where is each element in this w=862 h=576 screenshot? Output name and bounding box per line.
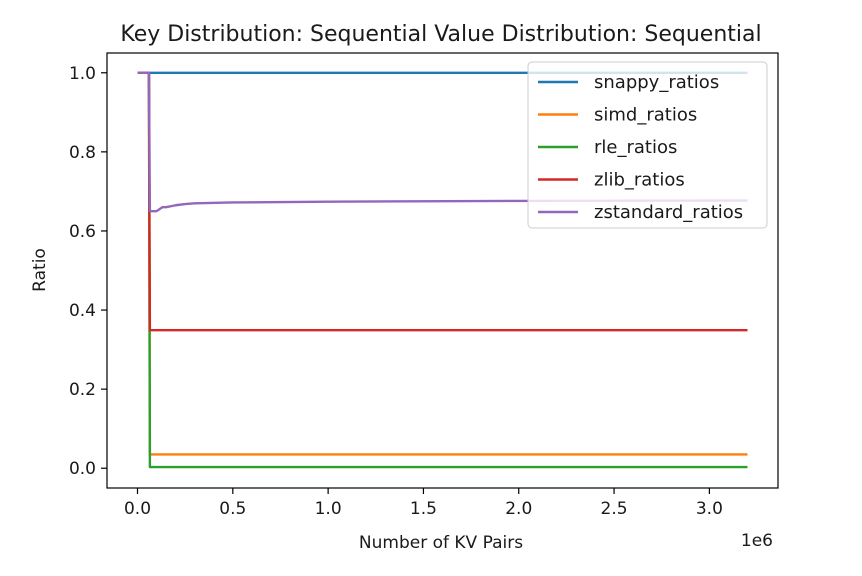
axes-frame: [106, 52, 779, 489]
y-tick-label: 0.4: [69, 301, 96, 321]
x-tick-label: 0.0: [124, 499, 151, 519]
legend-label-zstandard-ratios: zstandard_ratios: [594, 202, 743, 223]
legend-label-simd-ratios: simd_ratios: [594, 105, 697, 126]
legend-label-rle-ratios: rle_ratios: [594, 137, 677, 158]
y-axis-ticks: 0.0 0.2 0.4 0.6 0.8 1.0: [69, 64, 107, 479]
x-tick-label: 0.5: [219, 499, 246, 519]
plot-area: 0.0 0.5 1.0 1.5 2.0 2.5 3.0 0.0 0.2 0.4 0.6 0.8 1.0: [69, 52, 779, 519]
x-tick-label: 1.0: [315, 499, 342, 519]
x-tick-label: 1.5: [410, 499, 437, 519]
y-tick-label: 1.0: [69, 64, 96, 84]
y-axis-label: Ratio: [30, 248, 50, 292]
chart-title: Key Distribution: Sequential Value Distr…: [120, 22, 761, 47]
y-tick-label: 0.6: [69, 222, 96, 242]
legend-label-snappy-ratios: snappy_ratios: [594, 72, 719, 93]
x-axis-label: Number of KV Pairs: [359, 533, 523, 553]
legend-frame: [527, 61, 768, 229]
x-tick-label: 2.5: [601, 499, 628, 519]
y-tick-label: 0.0: [69, 459, 96, 479]
x-axis-offset-label: 1e6: [741, 531, 773, 551]
x-tick-label: 2.0: [505, 499, 532, 519]
x-tick-label: 3.0: [696, 499, 723, 519]
legend: snappy_ratios simd_ratios rle_ratios zlib_r…: [527, 61, 768, 229]
y-tick-label: 0.2: [69, 380, 96, 400]
x-axis-ticks: 0.0 0.5 1.0 1.5 2.0 2.5 3.0: [124, 488, 723, 519]
series-line-zstandard-ratios: [137, 71, 748, 213]
y-tick-label: 0.8: [69, 143, 96, 163]
legend-label-zlib-ratios: zlib_ratios: [594, 170, 685, 191]
